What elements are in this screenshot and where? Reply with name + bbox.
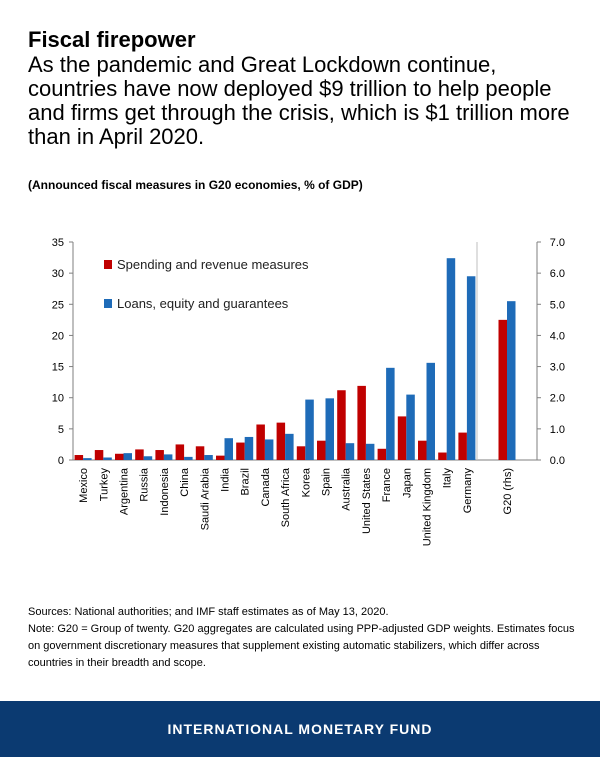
bar-spending [418, 440, 427, 460]
bar-loans [507, 301, 516, 460]
bar-spending [498, 319, 507, 460]
sources-line: Sources: National authorities; and IMF s… [28, 606, 389, 618]
bar-loans [163, 454, 173, 460]
y-tick-label-left: 25 [52, 299, 64, 311]
category-label: France [381, 468, 393, 502]
bar-spending [377, 448, 387, 460]
bar-loans [386, 367, 395, 460]
bar-loans [285, 433, 294, 460]
y-tick-label-left: 30 [52, 268, 64, 280]
y-tick-label-right: 5.0 [550, 299, 565, 311]
bar-loans [446, 258, 456, 460]
bar-spending [216, 455, 225, 460]
category-label: Indonesia [159, 467, 171, 516]
bar-loans [224, 438, 233, 460]
footer-bar: INTERNATIONAL MONETARY FUND [0, 701, 600, 757]
bar-spending [115, 453, 124, 460]
category-label: United Kingdom [422, 468, 434, 546]
chart-caption: (Announced fiscal measures in G20 econom… [28, 178, 363, 192]
bar-loans [143, 456, 153, 460]
page-title: Fiscal firepower [28, 27, 196, 52]
bar-loans [244, 436, 254, 460]
bar-loans [345, 443, 355, 460]
category-label: Australia [341, 467, 353, 511]
bar-spending [296, 446, 306, 460]
bar-spending [317, 440, 326, 460]
category-label: South Africa [280, 467, 292, 527]
category-label: Canada [260, 467, 272, 506]
bar-spending [135, 449, 144, 460]
y-tick-label-right: 7.0 [550, 237, 565, 249]
legend-swatch [104, 260, 112, 269]
category-label: G20 (rhs) [502, 468, 514, 514]
bar-loans [184, 456, 193, 460]
y-tick-label-left: 0 [58, 455, 64, 467]
bar-spending [397, 416, 407, 460]
bar-spending [357, 385, 366, 460]
bar-loans [264, 439, 274, 460]
bar-loans [426, 362, 435, 460]
y-tick-label-right: 0.0 [550, 455, 565, 467]
bar-spending [236, 442, 245, 460]
category-label: Italy [442, 468, 454, 489]
fiscal-measures-chart: 0 5 10 15 20 25 30 35 0.0 1.0 2.0 3.0 4.0 5.0 6.0 7.0 Me… [52, 237, 565, 546]
bar-loans [406, 394, 415, 460]
bar-spending [337, 390, 346, 460]
category-label: Saudi Arabia [199, 467, 211, 530]
y-tick-label-right: 6.0 [550, 268, 565, 280]
y-tick-label-left: 10 [52, 393, 64, 405]
bar-spending [458, 432, 467, 460]
bar-loans [365, 443, 375, 460]
y-tick-label-left: 15 [52, 362, 64, 374]
category-label: United States [361, 468, 373, 535]
bar-loans [466, 276, 476, 460]
legend-label: Spending and revenue measures [117, 257, 309, 272]
note-line: Note: G20 = Group of twenty. G20 aggrega… [28, 623, 575, 669]
y-tick-label-left: 5 [58, 424, 64, 436]
category-label: Turkey [98, 468, 110, 502]
legend-label: Loans, equity and guarantees [117, 296, 289, 311]
category-label: Argentina [119, 467, 131, 515]
bar-spending [175, 444, 185, 460]
footer-org-name: INTERNATIONAL MONETARY FUND [167, 721, 433, 737]
y-tick-label-right: 3.0 [550, 362, 565, 374]
sources-note: Sources: National authorities; and IMF s… [28, 604, 584, 672]
category-label: Brazil [240, 468, 252, 496]
bar-spending [438, 452, 447, 460]
bar-spending [74, 455, 84, 460]
bar-loans [204, 455, 213, 460]
bar-loans [305, 399, 314, 460]
category-label: Germany [462, 468, 474, 514]
y-tick-label-right: 4.0 [550, 330, 565, 342]
bar-spending [276, 422, 286, 460]
category-label: China [179, 467, 191, 497]
bar-loans [123, 453, 132, 460]
y-tick-label-right: 1.0 [550, 424, 565, 436]
bar-loans [325, 398, 334, 460]
bar-loans [103, 457, 112, 460]
legend-swatch [104, 299, 112, 308]
y-tick-label-right: 2.0 [550, 393, 565, 405]
category-label: India [220, 467, 232, 492]
bar-spending [195, 446, 205, 460]
category-label: Spain [321, 468, 333, 496]
bar-spending [256, 424, 265, 460]
y-tick-label-left: 35 [52, 237, 64, 249]
category-label: Japan [401, 468, 413, 498]
category-label: Mexico [78, 468, 90, 503]
y-tick-label-left: 20 [52, 330, 64, 342]
bar-loans [83, 458, 92, 460]
bar-spending [155, 450, 164, 460]
category-label: Korea [300, 467, 312, 497]
page-subtitle: As the pandemic and Great Lockdown conti… [28, 52, 570, 149]
category-label: Russia [139, 467, 151, 502]
bar-spending [94, 450, 104, 460]
